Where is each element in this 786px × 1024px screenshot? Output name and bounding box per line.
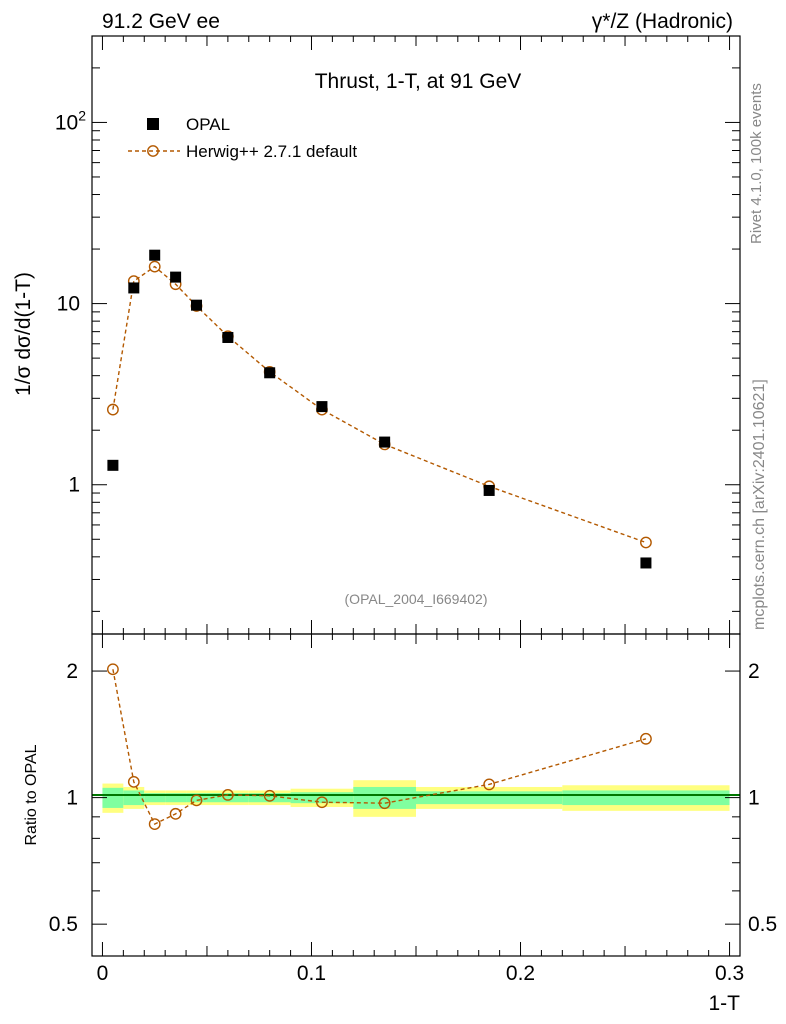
herwig-ratio-point xyxy=(640,732,652,745)
herwig-ratio-point xyxy=(169,807,182,820)
opal-data-point xyxy=(264,367,276,379)
opal-data-point xyxy=(128,282,140,294)
herwig-ratio-point xyxy=(107,663,119,676)
herwig-ratio-point xyxy=(190,794,203,807)
opal-data-point xyxy=(316,401,328,413)
main-y-tick-label: 10 xyxy=(57,293,80,316)
opal-data-point xyxy=(483,484,495,496)
ratio-inner-band xyxy=(186,793,207,803)
legend-opal-marker xyxy=(147,118,159,130)
main-axis-ticks xyxy=(92,35,740,634)
main-y-tick-label: 102 xyxy=(55,107,86,134)
herwig-series xyxy=(107,260,652,549)
herwig-ratio-line xyxy=(112,669,647,826)
ratio-inner-band xyxy=(123,790,145,806)
x-tick-label: 0.1 xyxy=(297,962,326,985)
herwig-point xyxy=(107,403,119,416)
opal-data-point xyxy=(107,459,119,471)
main-tick-labels: 1 10 102 xyxy=(55,107,86,496)
ratio-tick-labels: 0.5 0.5 1 1 2 2 0 0.1 0.2 0.3 xyxy=(49,660,777,985)
ratio-y-tick-label-left: 0.5 xyxy=(49,913,78,936)
herwig-ratio-point xyxy=(316,796,328,809)
main-y-tick-label: 1 xyxy=(68,474,80,497)
herwig-ratio-point xyxy=(483,778,496,791)
legend-herwig-marker xyxy=(147,145,159,157)
main-chart-title: Thrust, 1-T, at 91 GeV xyxy=(315,70,522,93)
ratio-y-tick-label-left: 1 xyxy=(66,787,78,810)
main-y-tick-exponent: 2 xyxy=(78,107,86,123)
opal-data-point xyxy=(640,557,652,569)
herwig-line xyxy=(112,265,647,544)
header-right-label: γ*/Z (Hadronic) xyxy=(592,10,733,33)
header-left-label: 91.2 GeV ee xyxy=(102,10,220,33)
legend: OPAL Herwig++ 2.7.1 default xyxy=(128,115,357,161)
herwig-ratio-series xyxy=(107,663,652,830)
ratio-y-tick-label-right: 0.5 xyxy=(748,913,777,936)
herwig-point xyxy=(640,536,652,549)
x-tick-label: 0 xyxy=(97,962,109,985)
ratio-inner-band xyxy=(144,793,166,803)
mcplots-note: mcplots.cern.ch [arXiv:2401.10621] xyxy=(751,379,768,630)
ratio-axis-ticks xyxy=(92,634,740,956)
herwig-ratio-point xyxy=(148,818,161,830)
opal-data-point xyxy=(149,249,161,261)
main-y-axis-label: 1/σ dσ/d(1-T) xyxy=(12,272,35,396)
opal-data-point xyxy=(170,271,182,283)
legend-opal-label: OPAL xyxy=(186,115,230,134)
ratio-y-tick-label-right: 2 xyxy=(748,660,760,683)
analysis-watermark: (OPAL_2004_I669402) xyxy=(345,591,488,607)
herwig-point xyxy=(148,260,161,273)
ratio-inner-band xyxy=(206,793,249,803)
ratio-y-tick-label-left: 2 xyxy=(66,660,78,683)
opal-series xyxy=(107,249,652,569)
x-axis-label: 1-T xyxy=(709,992,741,1015)
legend-herwig-label: Herwig++ 2.7.1 default xyxy=(186,142,357,161)
ratio-y-axis-label: Ratio to OPAL xyxy=(23,744,40,845)
ratio-inner-band xyxy=(248,793,291,803)
ratio-inner-band xyxy=(416,791,563,805)
ratio-inner-band xyxy=(165,793,187,803)
x-tick-label: 0.2 xyxy=(506,962,535,985)
ratio-y-tick-label-right: 1 xyxy=(748,787,760,810)
opal-data-point xyxy=(379,436,391,448)
ratio-inner-band xyxy=(102,787,124,808)
main-panel: 1 10 102 1/σ dσ/d(1-T) Thrust, 1-T, at 91 … xyxy=(12,35,741,635)
opal-data-point xyxy=(191,299,203,311)
opal-data-point xyxy=(222,331,234,343)
ratio-inner-band xyxy=(562,790,730,806)
ratio-uncertainty-bands xyxy=(102,780,730,817)
herwig-ratio-point xyxy=(378,797,391,810)
rivet-version-note: Rivet 4.1.0, 100k events xyxy=(748,83,765,244)
herwig-ratio-point xyxy=(221,788,234,801)
x-tick-label: 0.3 xyxy=(715,962,744,985)
ratio-panel: 0.5 0.5 1 1 2 2 0 0.1 0.2 0.3 Ratio to OPAL 1-T xyxy=(23,633,777,1015)
herwig-ratio-point xyxy=(263,789,276,802)
herwig-ratio-point xyxy=(127,775,140,788)
